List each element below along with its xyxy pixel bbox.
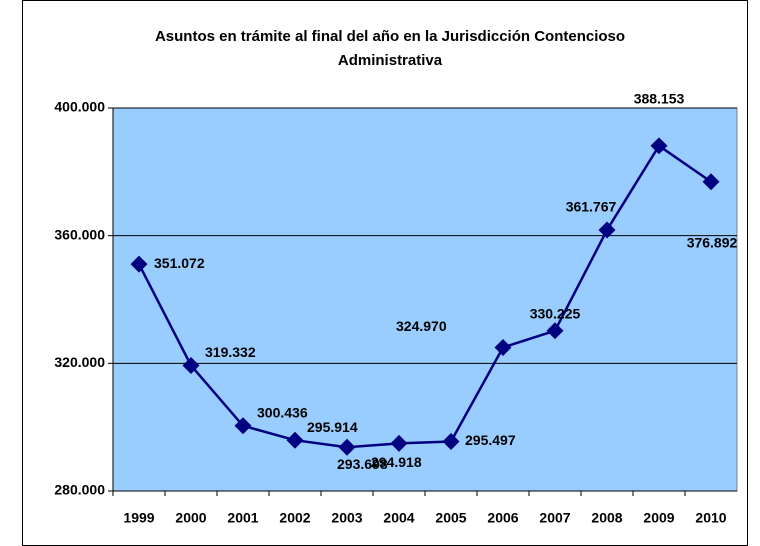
data-label: 300.436	[257, 404, 308, 420]
marker	[182, 356, 200, 374]
marker	[598, 221, 616, 239]
marker	[442, 433, 460, 451]
marker	[546, 322, 564, 340]
data-label: 319.332	[205, 344, 256, 360]
data-label: 376.892	[687, 234, 738, 250]
y-tick-label: 400.000	[54, 99, 105, 115]
data-label: 293.698	[337, 456, 388, 472]
data-label: 295.497	[465, 432, 516, 448]
x-tick-label: 2003	[331, 510, 362, 526]
y-tick-label: 320.000	[54, 354, 105, 370]
chart-title: Administrativa	[338, 52, 443, 69]
marker	[494, 338, 512, 356]
x-tick-label: 2007	[539, 510, 570, 526]
marker	[286, 431, 304, 449]
plot-area	[112, 107, 738, 492]
x-tick-label: 2005	[435, 510, 466, 526]
marker	[702, 173, 720, 191]
data-label: 295.914	[307, 419, 358, 435]
chart-title: Asuntos en trámite al final del año en l…	[155, 28, 625, 45]
x-tick-label: 2004	[383, 510, 414, 526]
x-tick-label: 2000	[175, 510, 206, 526]
x-tick-label: 2006	[487, 510, 518, 526]
data-label: 351.072	[154, 255, 205, 271]
data-label: 330.225	[530, 305, 581, 321]
x-tick-label: 2008	[591, 510, 622, 526]
data-label: 294.918	[371, 454, 422, 470]
marker	[338, 438, 356, 456]
data-label: 324.970	[396, 318, 447, 334]
x-tick-label: 2009	[643, 510, 674, 526]
x-tick-label: 2002	[279, 510, 310, 526]
x-tick-label: 2001	[227, 510, 258, 526]
y-tick-label: 360.000	[54, 226, 105, 242]
marker	[234, 417, 252, 435]
marker	[130, 255, 148, 273]
marker	[650, 137, 668, 155]
line	[137, 144, 712, 449]
x-tick-label: 1999	[123, 510, 154, 526]
marker	[390, 434, 408, 452]
data-label: 388.153	[634, 91, 685, 107]
data-label: 361.767	[566, 199, 617, 215]
y-tick-label: 280.000	[54, 482, 105, 498]
x-tick-label: 2010	[695, 510, 726, 526]
